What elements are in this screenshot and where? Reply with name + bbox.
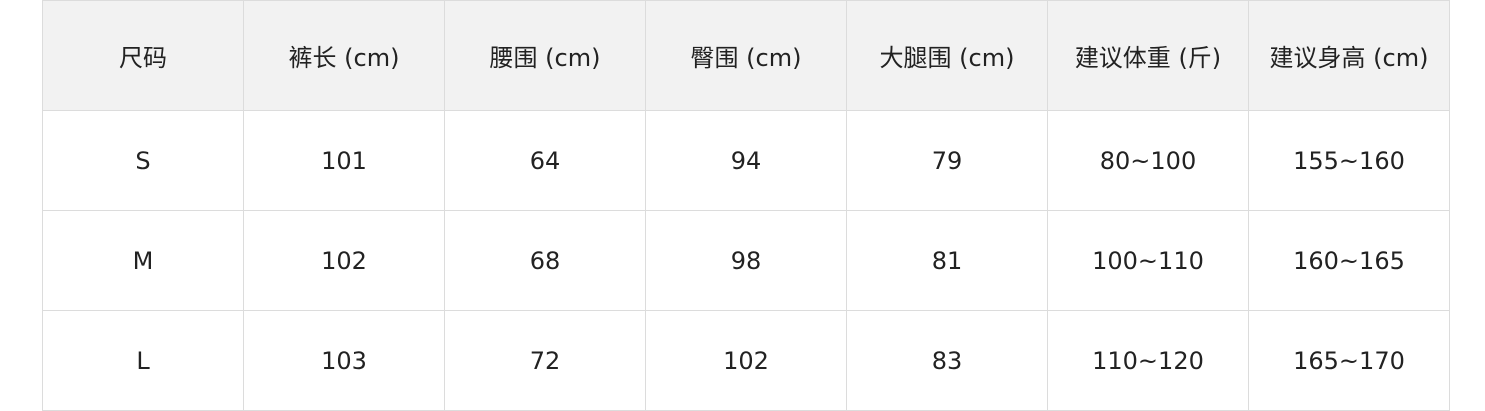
- table-cell: 100~110: [1047, 210, 1249, 311]
- table-cell: 83: [846, 310, 1048, 411]
- table-row: L 103 72 102 83 110~120 165~170: [42, 310, 1450, 411]
- header-waist: 腰围 (cm): [444, 0, 646, 111]
- table-row: M 102 68 98 81 100~110 160~165: [42, 210, 1450, 311]
- table-cell: 72: [444, 310, 646, 411]
- table-cell: 79: [846, 110, 1048, 211]
- table-cell: 80~100: [1047, 110, 1249, 211]
- table-cell: 110~120: [1047, 310, 1249, 411]
- size-chart-table: 尺码 裤长 (cm) 腰围 (cm) 臀围 (cm) 大腿围 (cm) 建议体重…: [42, 0, 1450, 411]
- table-cell: 155~160: [1248, 110, 1450, 211]
- header-length: 裤长 (cm): [243, 0, 445, 111]
- table-cell: 103: [243, 310, 445, 411]
- header-row: 尺码 裤长 (cm) 腰围 (cm) 臀围 (cm) 大腿围 (cm) 建议体重…: [42, 0, 1450, 111]
- table-row: S 101 64 94 79 80~100 155~160: [42, 110, 1450, 211]
- header-thigh: 大腿围 (cm): [846, 0, 1048, 111]
- table-cell: 94: [645, 110, 847, 211]
- table-cell: L: [42, 310, 244, 411]
- table-cell: 81: [846, 210, 1048, 311]
- table-cell: 98: [645, 210, 847, 311]
- table-cell: 165~170: [1248, 310, 1450, 411]
- table-cell: 102: [645, 310, 847, 411]
- header-height: 建议身高 (cm): [1248, 0, 1450, 111]
- header-size: 尺码: [42, 0, 244, 111]
- table-cell: 102: [243, 210, 445, 311]
- table-cell: M: [42, 210, 244, 311]
- header-hip: 臀围 (cm): [645, 0, 847, 111]
- table-cell: 68: [444, 210, 646, 311]
- table-cell: 160~165: [1248, 210, 1450, 311]
- table-cell: 64: [444, 110, 646, 211]
- header-weight: 建议体重 (斤): [1047, 0, 1249, 111]
- table-cell: S: [42, 110, 244, 211]
- table-cell: 101: [243, 110, 445, 211]
